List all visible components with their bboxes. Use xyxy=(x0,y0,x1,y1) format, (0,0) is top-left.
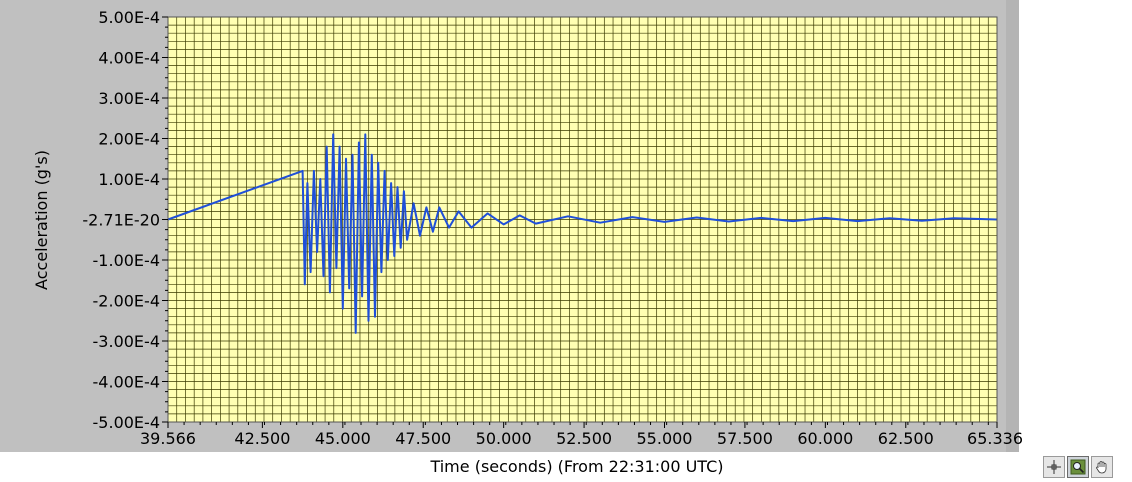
cursor-tool-button[interactable] xyxy=(1043,456,1065,478)
series-line xyxy=(167,133,998,334)
y-axis: 5.00E-4 4.00E-4 3.00E-4 2.00E-4 1.00E-4 -2.71… xyxy=(82,8,168,432)
x-axis-title: Time (seconds) (From 22:31:00 UTC) xyxy=(429,457,723,476)
y-tick-label: -1.00E-4 xyxy=(93,251,160,270)
x-tick-label: 39.566 xyxy=(140,429,196,448)
x-tick-label: 62.500 xyxy=(878,429,934,448)
cursor-crosshair-icon xyxy=(1046,459,1062,475)
y-tick-label: 3.00E-4 xyxy=(98,89,160,108)
y-axis-title: Acceleration (g's) xyxy=(32,150,51,290)
graph-frame-bevel xyxy=(1006,0,1019,452)
x-tick-label: 45.000 xyxy=(315,429,371,448)
pan-tool-button[interactable] xyxy=(1091,456,1113,478)
x-tick-label: 52.500 xyxy=(556,429,612,448)
y-tick-label: -4.00E-4 xyxy=(93,373,160,392)
y-tick-label: -3.00E-4 xyxy=(93,332,160,351)
y-tick-label: 5.00E-4 xyxy=(98,8,160,27)
graph-palette xyxy=(1043,456,1113,478)
y-tick-label: -2.00E-4 xyxy=(93,292,160,311)
y-tick-label: 2.00E-4 xyxy=(98,130,160,149)
x-tick-label: 57.500 xyxy=(717,429,773,448)
zoom-tool-button[interactable] xyxy=(1067,456,1089,478)
y-tick-label: -5.00E-4 xyxy=(93,413,160,432)
y-tick-label: 4.00E-4 xyxy=(98,49,160,68)
x-axis: 39.566 42.500 45.000 47.500 50.000 52.500 55.0… xyxy=(140,422,1023,448)
y-tick-label: 1.00E-4 xyxy=(98,170,160,189)
pan-hand-icon xyxy=(1094,459,1110,475)
data-trace xyxy=(167,133,998,334)
x-tick-label: 47.500 xyxy=(395,429,451,448)
x-tick-label: 65.336 xyxy=(967,429,1023,448)
x-tick-label: 50.000 xyxy=(476,429,532,448)
y-tick-label: -2.71E-20 xyxy=(82,211,160,230)
x-tick-label: 60.000 xyxy=(797,429,853,448)
zoom-icon xyxy=(1070,459,1086,475)
x-tick-label: 55.000 xyxy=(637,429,693,448)
x-tick-label: 42.500 xyxy=(234,429,290,448)
